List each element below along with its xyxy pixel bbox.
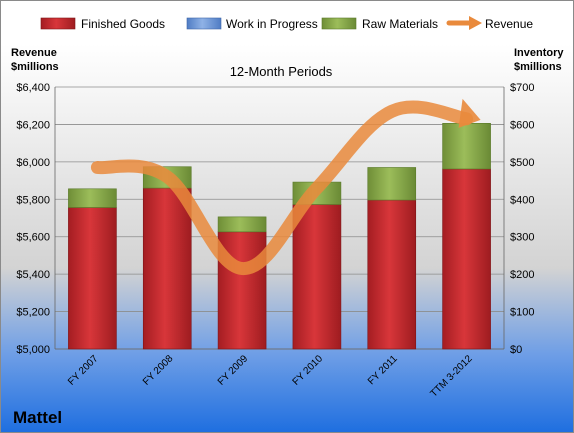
x-tick-label: TTM 3-2012	[428, 353, 475, 400]
right-tick-label: $400	[510, 194, 534, 206]
right-tick-label: $0	[510, 344, 522, 356]
right-tick-label: $200	[510, 269, 534, 281]
right-tick-label: $500	[510, 157, 534, 169]
legend-label-work-in-progress: Work in Progress	[226, 17, 318, 31]
right-tick-label: $100	[510, 307, 534, 319]
bar-raw-materials	[217, 216, 267, 233]
company-label: Mattel	[13, 408, 62, 427]
legend: Finished Goods Work in Progress Raw Mate…	[40, 16, 533, 31]
left-tick-label: $5,800	[16, 194, 50, 206]
legend-label-raw-materials: Raw Materials	[362, 17, 438, 31]
x-tick-label: FY 2010	[291, 353, 326, 388]
right-tick-label: $700	[510, 82, 534, 94]
right-tick-label: $600	[510, 119, 534, 131]
bar-raw-materials	[442, 123, 491, 170]
x-tick-label: FY 2011	[366, 353, 400, 387]
left-tick-label: $5,600	[16, 232, 50, 244]
left-axis-title: Revenue $millions	[11, 47, 59, 73]
chart-title: 12-Month Periods	[230, 64, 333, 79]
x-tick-label: FY 2008	[141, 353, 176, 388]
left-tick-label: $6,400	[16, 82, 50, 94]
bar-finished-goods	[367, 199, 417, 350]
grid-layer	[54, 86, 505, 350]
legend-label-revenue: Revenue	[485, 17, 533, 31]
left-tick-label: $5,200	[16, 307, 50, 319]
bar-raw-materials	[68, 188, 117, 208]
bar-finished-goods	[442, 168, 491, 350]
revenue-arrowhead	[458, 98, 481, 128]
x-tick-label: FY 2007	[66, 353, 101, 388]
bar-raw-materials	[367, 167, 417, 201]
legend-swatch-revenue	[446, 16, 482, 30]
left-tick-label: $6,000	[16, 157, 50, 169]
legend-swatch-work-in-progress	[186, 17, 222, 30]
revenue-line	[90, 100, 474, 276]
legend-swatch-raw-materials	[321, 17, 357, 30]
legend-swatch-finished-goods	[40, 17, 76, 30]
legend-label-finished-goods: Finished Goods	[81, 17, 165, 31]
bar-layer	[68, 123, 491, 350]
right-tick-label: $300	[510, 232, 534, 244]
left-tick-label: $5,400	[16, 269, 50, 281]
x-tick-label: FY 2009	[216, 353, 251, 388]
bar-finished-goods	[142, 187, 192, 350]
revenue-line-layer	[90, 98, 481, 276]
bar-finished-goods	[68, 207, 117, 350]
right-axis-title: Inventory $millions	[514, 47, 564, 73]
bar-finished-goods	[292, 204, 342, 350]
left-tick-label: $5,000	[16, 344, 50, 356]
left-tick-label: $6,200	[16, 119, 50, 131]
